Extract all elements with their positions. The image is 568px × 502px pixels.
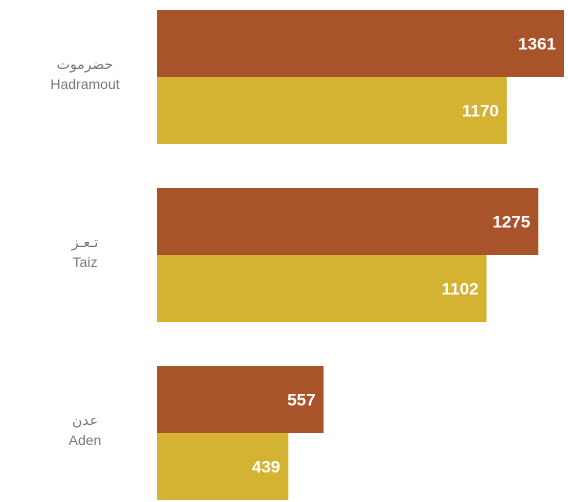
category-label-en-aden: Aden [69, 432, 102, 448]
value-label-taiz-series-2: 1102 [442, 280, 479, 299]
category-label-ar-taiz: تـعـز [71, 235, 99, 251]
bars-layer [157, 10, 564, 500]
bar-aden-series-2 [157, 433, 289, 500]
value-label-taiz-series-1: 1275 [492, 213, 530, 232]
category-label-en-hadramout: Hadramout [50, 76, 119, 92]
bar-taiz-series-1 [157, 188, 539, 255]
value-label-aden-series-2: 439 [252, 458, 280, 477]
category-label-en-taiz: Taiz [73, 254, 98, 270]
bar-taiz-series-2 [157, 255, 487, 322]
category-label-ar-hadramout: حضرموت [57, 57, 113, 73]
category-label-ar-aden: عدن [72, 413, 98, 429]
bar-hadramout-series-2 [157, 77, 507, 144]
labels-layer: 1361 1170 حضرموت Hadramout 1275 1102 تـعـز Taiz… [50, 35, 556, 477]
value-label-hadramout-series-1: 1361 [518, 35, 556, 54]
value-label-hadramout-series-2: 1170 [462, 102, 499, 121]
value-label-aden-series-1: 557 [287, 391, 315, 410]
bar-hadramout-series-1 [157, 10, 564, 77]
bar-aden-series-1 [157, 366, 324, 433]
